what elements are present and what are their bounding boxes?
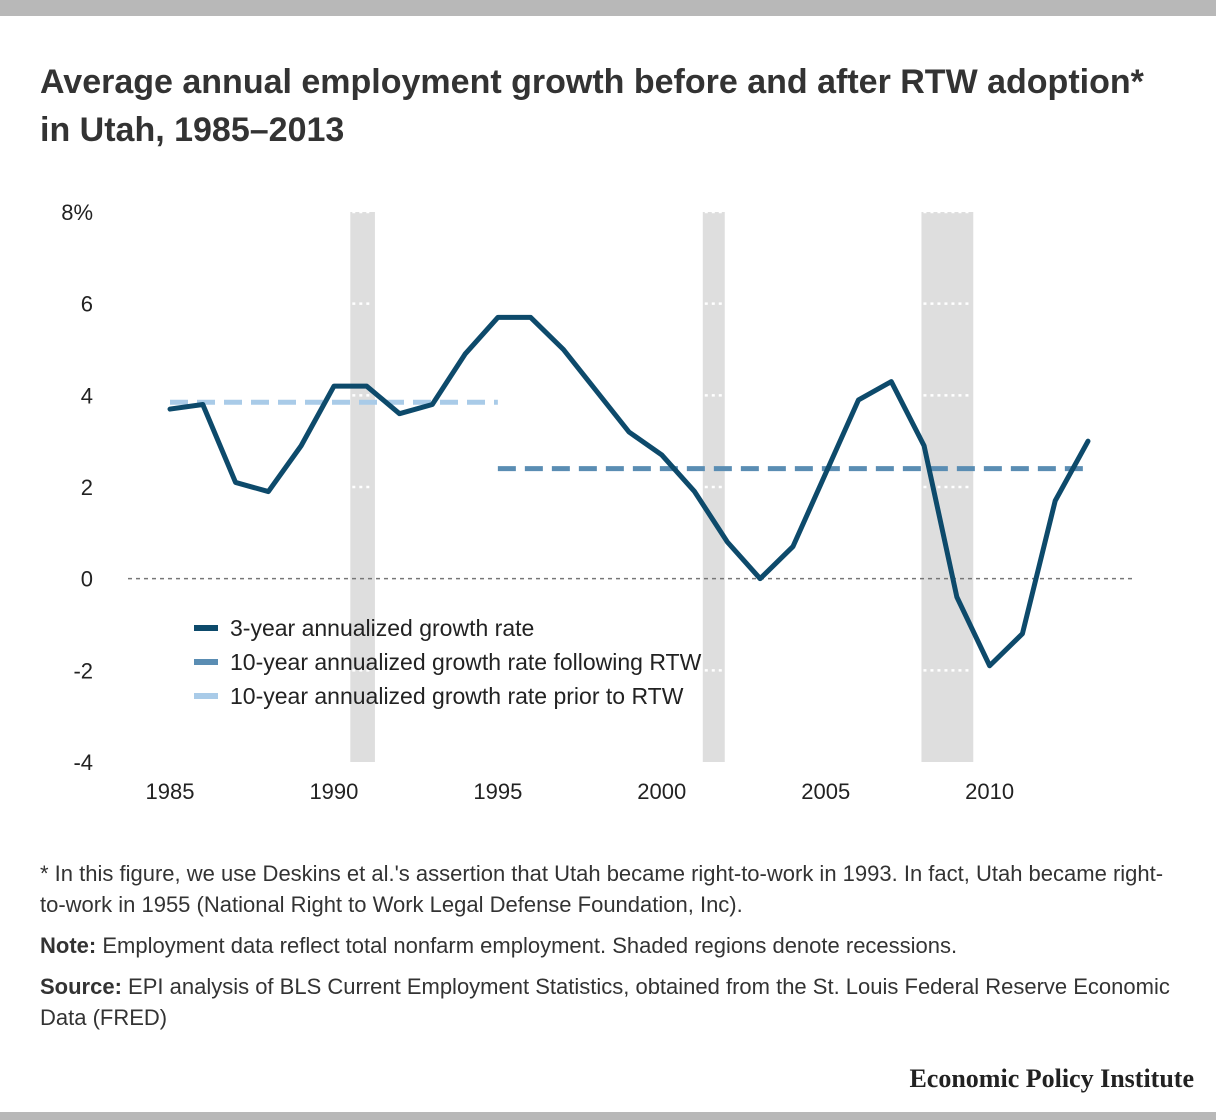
source-label: Source: — [40, 974, 122, 999]
x-tick-label: 1990 — [309, 779, 358, 804]
brand-logo: Economic Policy Institute — [909, 1064, 1194, 1093]
note-text: Employment data reflect total nonfarm em… — [96, 933, 958, 958]
legend-label-1: 3-year annualized growth rate — [230, 615, 534, 641]
x-tick-label: 2005 — [801, 779, 850, 804]
y-tick-label: -2 — [73, 658, 93, 683]
x-tick-label: 1995 — [473, 779, 522, 804]
source-text: EPI analysis of BLS Current Employment S… — [40, 974, 1170, 1030]
source: Source: EPI analysis of BLS Current Empl… — [40, 971, 1180, 1033]
y-tick-label: 4 — [81, 383, 93, 408]
note: Note: Employment data reflect total nonf… — [40, 930, 1180, 961]
legend-label-2: 10-year annualized growth rate following… — [230, 649, 702, 675]
notes-section: * In this figure, we use Deskins et al.'… — [40, 858, 1180, 1043]
x-tick-label: 2000 — [637, 779, 686, 804]
y-tick-label: 0 — [81, 567, 93, 592]
x-axis-ticks: 1985 1990 1995 2000 2005 2010 — [146, 779, 1015, 804]
x-tick-label: 1985 — [146, 779, 195, 804]
y-tick-label: -4 — [73, 750, 93, 775]
series-line-1 — [167, 314, 1091, 669]
series-lines — [167, 314, 1091, 669]
y-tick-label: 6 — [81, 292, 93, 317]
bottom-border — [0, 1112, 1216, 1120]
legend-label-3: 10-year annualized growth rate prior to … — [230, 683, 684, 709]
note-label: Note: — [40, 933, 97, 958]
top-border — [0, 0, 1216, 16]
footnote: * In this figure, we use Deskins et al.'… — [40, 861, 1164, 917]
x-tick-label: 2010 — [965, 779, 1014, 804]
legend: 3-year annualized growth rate 10-year ann… — [194, 615, 702, 709]
y-axis-ticks: 8% 6 4 2 0 -2 -4 — [61, 200, 93, 775]
chart-title: Average annual employment growth before … — [40, 63, 1144, 149]
y-tick-label: 2 — [81, 475, 93, 500]
recession-bands — [350, 210, 974, 762]
y-tick-label: 8% — [61, 200, 93, 225]
line-chart: 8% 6 4 2 0 -2 -4 1985 1990 1995 2000 2005 2010 3-ye… — [61, 200, 1136, 804]
